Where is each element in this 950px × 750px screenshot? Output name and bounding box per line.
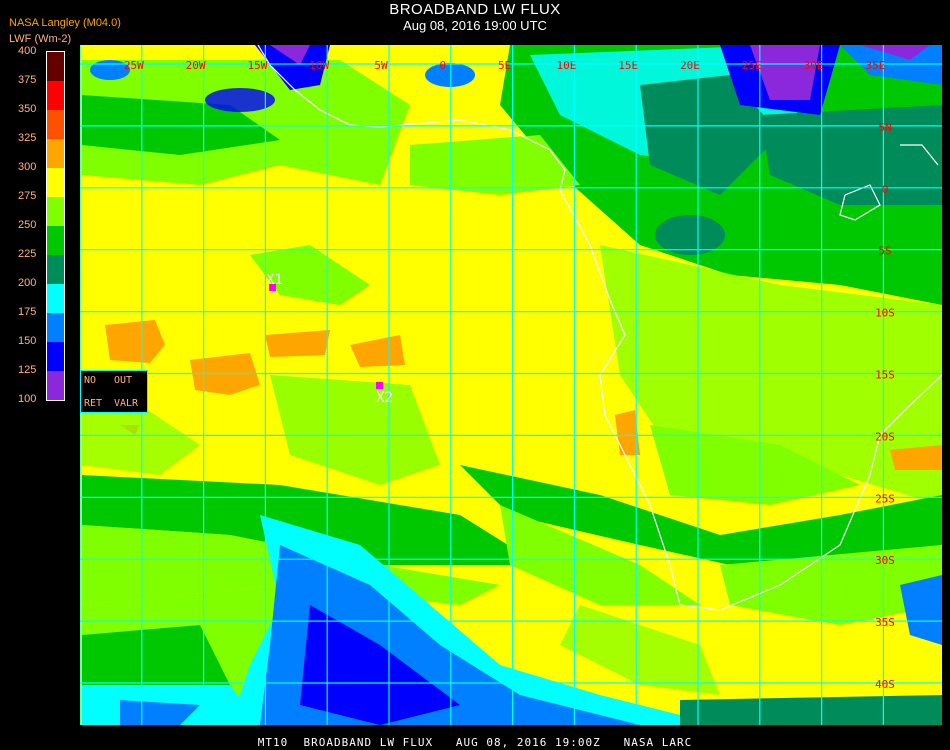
longitude-label: 10E <box>556 59 576 72</box>
longitude-label: 20E <box>680 59 700 72</box>
footer-caption: MT10 BROADBAND LW FLUX AUG 08, 2016 19:0… <box>257 736 693 749</box>
scale-tick-label: 200 <box>18 277 37 289</box>
lat-lon-grid <box>80 45 942 725</box>
map-title: BROADBAND LW FLUX <box>389 1 561 18</box>
valr-label: VALR <box>114 398 139 409</box>
color-swatch-7 <box>47 255 64 284</box>
longitude-label: 30E <box>804 59 824 72</box>
longitude-label: 20W <box>186 59 206 72</box>
out-label: OUT <box>114 375 133 386</box>
latitude-label: 5S <box>878 245 891 258</box>
color-swatch-11 <box>47 371 64 400</box>
color-swatch-6 <box>47 226 64 255</box>
latitude-label: 5N <box>878 121 891 134</box>
longitude-label: 10W <box>309 59 329 72</box>
color-swatch-10 <box>47 342 64 371</box>
grid-labels: 25W 20W 15W 10W 5W 0 5E 10E 15E 20E 25E 30E 35E 5N 0 5S… <box>124 59 895 691</box>
scale-tick-label: 375 <box>18 74 37 86</box>
longitude-label: 5W <box>374 59 388 72</box>
flux-field <box>80 45 942 725</box>
latitude-label: 10S <box>875 307 895 320</box>
color-swatch-3 <box>47 139 64 168</box>
longitude-label: 5E <box>498 59 511 72</box>
station-label: X1 <box>266 272 283 288</box>
scale-tick-label: 225 <box>18 248 37 260</box>
scale-tick-label: 250 <box>18 219 37 231</box>
no-label: NO <box>84 375 97 386</box>
color-swatch-8 <box>47 284 64 313</box>
scale-tick-label: 325 <box>18 132 37 144</box>
ret-label: RET <box>84 398 103 409</box>
legend-source: NASA Langley (M04.0) <box>9 17 121 29</box>
station-label: X2 <box>376 390 393 406</box>
latitude-label: 30S <box>875 554 895 567</box>
longitude-label: 25W <box>124 59 144 72</box>
longitude-label: 0 <box>439 59 446 72</box>
color-swatch-5 <box>47 197 64 226</box>
scale-tick-label: 150 <box>18 335 37 347</box>
color-swatch-0 <box>47 52 64 81</box>
latitude-label: 35S <box>875 616 895 629</box>
legend-units: LWF (Wm-2) <box>9 33 72 45</box>
station-marker <box>269 284 276 291</box>
scale-tick-label: 125 <box>18 364 37 376</box>
latitude-label: 25S <box>875 492 895 505</box>
station-marker <box>376 382 383 389</box>
scale-tick-label: 275 <box>18 190 37 202</box>
latitude-label: 20S <box>875 430 895 443</box>
color-swatch-9 <box>47 313 64 342</box>
scale-tick-label: 100 <box>18 393 37 405</box>
longitude-label: 35E <box>865 59 885 72</box>
longitude-label: 15W <box>247 59 267 72</box>
no-data-legend-box: NO OUT RET VALR <box>80 370 148 413</box>
scale-tick-label: 175 <box>18 306 37 318</box>
color-scale-bar <box>46 51 65 401</box>
color-swatch-1 <box>47 81 64 110</box>
color-swatch-4 <box>47 168 64 197</box>
latitude-label: 15S <box>875 369 895 382</box>
longitude-label: 25E <box>742 59 762 72</box>
latitude-label: 40S <box>875 678 895 691</box>
flux-map: 25W 20W 15W 10W 5W 0 5E 10E 15E 20E 25E 30E 35E 5N 0 5S… <box>80 45 942 725</box>
station-markers: X1 X2 <box>266 272 393 406</box>
latitude-label: 0 <box>882 183 889 196</box>
scale-tick-label: 300 <box>18 161 37 173</box>
color-swatch-2 <box>47 110 64 139</box>
longitude-label: 15E <box>618 59 638 72</box>
scale-tick-label: 350 <box>18 103 37 115</box>
map-timestamp: Aug 08, 2016 19:00 UTC <box>403 18 547 33</box>
scale-tick-label: 400 <box>18 45 37 57</box>
